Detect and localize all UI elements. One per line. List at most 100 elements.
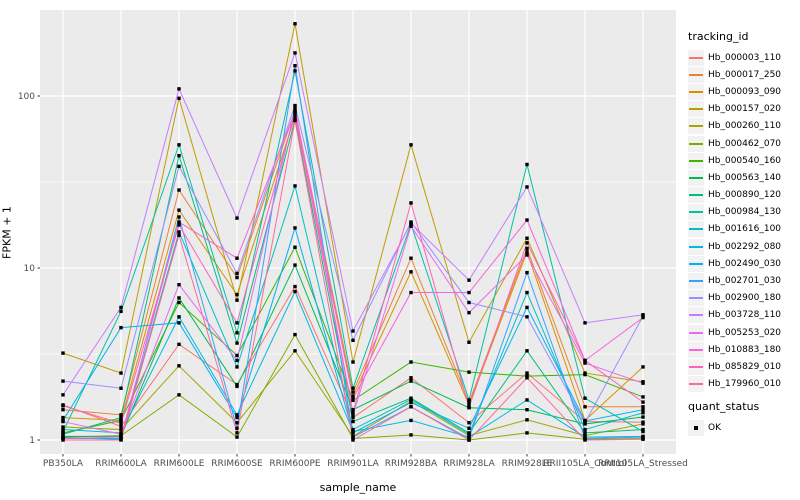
data-point	[61, 404, 65, 408]
data-point	[235, 271, 239, 276]
data-point	[351, 435, 355, 439]
data-point	[641, 313, 645, 317]
data-point	[119, 309, 123, 314]
legend-item-label: Hb_000157_020	[708, 104, 782, 115]
data-point	[177, 153, 181, 158]
data-point	[525, 241, 529, 245]
data-point	[351, 394, 355, 398]
data-point	[235, 426, 239, 430]
x-tick-label: RRIM600PE	[269, 459, 321, 469]
legend-item: Hb_000462_070	[688, 135, 798, 152]
data-point	[467, 370, 471, 374]
data-point	[467, 340, 471, 344]
data-point	[641, 415, 645, 419]
data-point	[641, 365, 645, 369]
data-point	[235, 413, 239, 417]
legend-item: Hb_000890_120	[688, 187, 798, 204]
quant-status-label: OK	[708, 422, 721, 433]
data-point	[409, 256, 413, 260]
data-point	[235, 382, 239, 387]
legend-item-label: Hb_000093_090	[708, 86, 782, 97]
data-point	[641, 405, 645, 409]
legend-item: Hb_000260_110	[688, 118, 798, 135]
data-point	[583, 431, 587, 435]
legend-line-swatch-icon	[688, 83, 704, 100]
data-point	[467, 310, 471, 315]
data-point	[235, 256, 239, 260]
data-point	[351, 408, 355, 412]
data-point	[467, 400, 471, 405]
data-point	[641, 429, 645, 434]
data-point	[61, 438, 65, 442]
legend-item-label: Hb_002701_030	[708, 276, 782, 287]
legend-line-swatch-icon	[688, 187, 704, 204]
legend-line-swatch-icon	[688, 152, 704, 169]
data-point	[583, 372, 587, 377]
data-point	[467, 421, 471, 425]
tracking-id-legend-title: tracking_id	[688, 30, 749, 43]
data-point	[583, 321, 587, 325]
data-point	[235, 321, 239, 325]
data-point	[641, 395, 645, 399]
data-point	[119, 424, 123, 429]
tracking-id-legend: tracking_id Hb_000003_110 Hb_000017_250 Hb…	[688, 30, 798, 393]
data-point	[525, 250, 529, 254]
data-point	[409, 360, 413, 364]
data-point	[235, 275, 239, 280]
legend-item: Hb_002900_180	[688, 290, 798, 307]
legend-item-label: Hb_179960_010	[708, 379, 782, 390]
legend-line-swatch-icon	[688, 273, 704, 290]
data-point	[119, 432, 123, 436]
data-point	[61, 351, 65, 355]
data-point	[177, 208, 181, 212]
legend-item: Hb_000093_090	[688, 83, 798, 100]
data-point	[351, 427, 355, 432]
data-point	[409, 221, 413, 225]
data-point	[467, 432, 471, 436]
legend-line-swatch-icon	[688, 341, 704, 358]
x-tick-label: RRIM901LA	[327, 459, 379, 469]
data-point	[293, 226, 297, 230]
legend-item-label: Hb_000540_160	[708, 155, 782, 166]
data-point	[293, 332, 297, 337]
data-point	[61, 432, 65, 436]
data-point	[641, 422, 645, 426]
data-point	[293, 110, 297, 114]
data-point	[293, 184, 297, 188]
data-point	[177, 233, 181, 237]
data-point	[177, 215, 181, 219]
data-point	[119, 305, 123, 310]
data-point	[293, 263, 297, 267]
gridlines	[40, 10, 676, 454]
data-point	[235, 331, 239, 335]
data-point	[293, 106, 297, 110]
data-point	[61, 425, 65, 429]
data-point	[119, 386, 123, 390]
legend-line-swatch-icon	[688, 169, 704, 186]
legend-item-label: Hb_000260_110	[708, 121, 782, 132]
x-tick-label: RRIM600SE	[211, 459, 263, 469]
x-axis-title: sample_name	[319, 481, 397, 494]
legend-item: Hb_010883_180	[688, 341, 798, 358]
legend-item: Hb_002292_080	[688, 238, 798, 255]
data-point	[61, 419, 65, 424]
legend-item-label: Hb_001616_100	[708, 224, 782, 235]
data-point	[235, 365, 239, 369]
legend-line-swatch-icon	[688, 238, 704, 255]
data-point	[525, 246, 529, 251]
legend-line-swatch-icon	[688, 307, 704, 324]
legend-line-swatch-icon	[688, 204, 704, 221]
data-point	[293, 111, 297, 116]
data-point	[583, 421, 587, 425]
legend-item: Hb_085829_010	[688, 358, 798, 375]
data-point	[409, 400, 413, 405]
legend-item: Hb_000563_140	[688, 169, 798, 186]
legend-line-swatch-icon	[688, 324, 704, 341]
data-point	[235, 353, 239, 358]
data-point	[351, 360, 355, 364]
x-tick-label: RRIM600LA	[95, 459, 147, 469]
data-point	[177, 164, 181, 169]
legend-item: Hb_000003_110	[688, 49, 798, 66]
data-point	[467, 398, 471, 402]
